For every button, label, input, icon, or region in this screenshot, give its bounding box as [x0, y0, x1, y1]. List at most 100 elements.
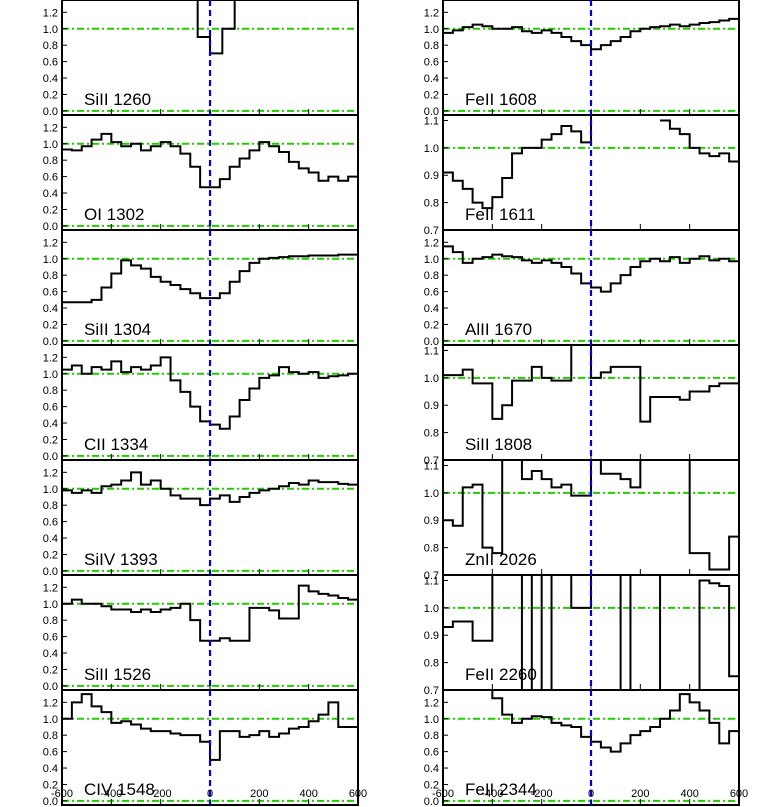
x-tick-label: 200 [250, 788, 268, 800]
y-tick-label: 0.6 [43, 172, 58, 184]
spectrum-line [62, 132, 358, 189]
y-tick-label: 0.8 [424, 270, 439, 282]
y-tick-label: 0.8 [424, 658, 439, 670]
y-tick-label: 0.8 [43, 500, 58, 512]
y-tick-label: 0.4 [43, 188, 58, 200]
panel: 0.0 0.2 0.4 0.6 0.8 1.0 1.2 AlII 1670 [424, 229, 740, 348]
y-tick-label: 0.4 [43, 648, 58, 660]
y-tick-label: 0.8 [424, 543, 439, 555]
panel: 0.0 0.2 0.4 0.6 0.8 1.0 1.2 OI 1302 [43, 114, 359, 233]
y-tick-label: 0.0 [43, 796, 58, 807]
y-tick-label: 1.1 [424, 460, 439, 472]
y-tick-label: 1.1 [424, 115, 439, 127]
x-tick-label: 400 [680, 788, 698, 800]
panel-label: SiII 1808 [465, 435, 532, 454]
y-tick-label: 0.6 [424, 287, 439, 299]
spectrum-line [443, 460, 739, 571]
y-tick-label: 0.6 [43, 517, 58, 529]
panel: 0.0 0.2 0.4 0.6 0.8 1.0 1.2 SiII 1260 [43, 0, 359, 118]
y-tick-label: 0.2 [43, 319, 58, 331]
panel-label: AlII 1670 [465, 320, 532, 339]
y-tick-label: 0.6 [43, 402, 58, 414]
y-tick-label: 1.0 [43, 714, 58, 726]
y-tick-label: 0.8 [43, 40, 58, 52]
x-tick-label: -600 [51, 788, 73, 800]
y-tick-label: 0.0 [424, 336, 439, 348]
y-tick-label: 0.8 [424, 428, 439, 440]
panel-label: CIV 1548 [84, 780, 155, 799]
panel-label: SiII 1526 [84, 665, 151, 684]
y-tick-label: 0.6 [43, 287, 58, 299]
y-tick-label: 0.4 [43, 303, 58, 315]
y-tick-label: 1.1 [424, 575, 439, 587]
y-tick-label: 0.7 [424, 455, 439, 467]
y-tick-label: 0.4 [43, 73, 58, 85]
spectrum-line [443, 690, 739, 753]
y-tick-label: 0.2 [424, 779, 439, 791]
velocity-axis: -600 -400 -200 0 200 400 600 -600 -400 -200 0 200 40… [51, 788, 748, 800]
y-tick-label: 0.0 [43, 221, 58, 233]
y-tick-label: 0.8 [43, 385, 58, 397]
x-tick-label: -400 [481, 788, 503, 800]
panel-label: SiIV 1393 [84, 550, 158, 569]
panel-label: FeII 2344 [465, 780, 537, 799]
y-tick-label: 0.4 [424, 763, 439, 775]
panel: 0.0 0.2 0.4 0.6 0.8 1.0 1.2 SiII 1526 [43, 574, 359, 693]
y-tick-label: 1.0 [424, 603, 439, 615]
spectrum-line [185, 0, 247, 55]
y-tick-label: 1.0 [43, 139, 58, 151]
y-tick-label: 0.0 [43, 451, 58, 463]
panel: 0.7 0.8 0.9 1.0 1.1 SiII 1808 [424, 344, 740, 467]
x-tick-label: 0 [588, 788, 594, 800]
y-tick-label: 1.2 [43, 582, 58, 594]
panel-label: OI 1302 [84, 205, 145, 224]
y-tick-label: 0.8 [43, 730, 58, 742]
y-tick-label: 1.2 [43, 7, 58, 19]
y-tick-label: 0.4 [424, 73, 439, 85]
panel: 0.0 0.2 0.4 0.6 0.8 1.0 1.2 SiII 1304 [43, 229, 359, 348]
x-tick-label: 400 [299, 788, 317, 800]
y-tick-label: 0.2 [43, 664, 58, 676]
y-tick-label: 1.0 [424, 24, 439, 36]
y-tick-label: 1.0 [43, 369, 58, 381]
y-tick-label: 0.6 [43, 57, 58, 69]
spectrum-line [443, 17, 739, 51]
y-tick-label: 0.9 [424, 515, 439, 527]
y-tick-label: 0.0 [43, 106, 58, 118]
y-tick-label: 0.2 [43, 779, 58, 791]
panel: 0.0 0.2 0.4 0.6 0.8 1.0 1.2 CII 1334 [43, 344, 359, 463]
x-tick-label: -200 [150, 788, 172, 800]
panel-label: SiII 1304 [84, 320, 151, 339]
y-tick-label: 0.6 [424, 747, 439, 759]
panel-label: CII 1334 [84, 435, 148, 454]
y-tick-label: 0.7 [424, 685, 439, 697]
x-tick-label: 600 [349, 788, 367, 800]
panel-label: FeII 1608 [465, 90, 537, 109]
panel: 0.7 0.8 0.9 1.0 1.1 FeII 2260 [424, 574, 740, 697]
panel: 0.7 0.8 0.9 1.0 1.1 FeII 1611 [424, 114, 740, 237]
panel: 0.0 0.2 0.4 0.6 0.8 1.0 1.2 SiIV 1393 [43, 459, 359, 578]
y-tick-label: 1.0 [43, 599, 58, 611]
y-tick-label: 0.0 [43, 566, 58, 578]
spectrum-line [62, 253, 358, 304]
y-tick-label: 1.0 [43, 484, 58, 496]
panel-label: ZnII 2026 [465, 550, 537, 569]
y-tick-label: 1.2 [43, 697, 58, 709]
y-tick-label: 1.0 [424, 714, 439, 726]
panel-label: FeII 2260 [465, 665, 537, 684]
y-tick-label: 0.0 [424, 796, 439, 807]
x-tick-label: -200 [531, 788, 553, 800]
x-tick-label: 200 [631, 788, 649, 800]
y-tick-label: 1.2 [43, 237, 58, 249]
x-tick-label: -400 [100, 788, 122, 800]
panel-label: FeII 1611 [465, 205, 536, 224]
y-tick-label: 1.1 [424, 345, 439, 357]
y-tick-label: 0.4 [43, 763, 58, 775]
y-tick-label: 0.0 [424, 106, 439, 118]
y-tick-label: 1.2 [43, 467, 58, 479]
y-tick-label: 0.8 [424, 198, 439, 210]
y-tick-label: 0.8 [424, 40, 439, 52]
spectrum-line [443, 345, 739, 423]
x-tick-label: 600 [730, 788, 748, 800]
